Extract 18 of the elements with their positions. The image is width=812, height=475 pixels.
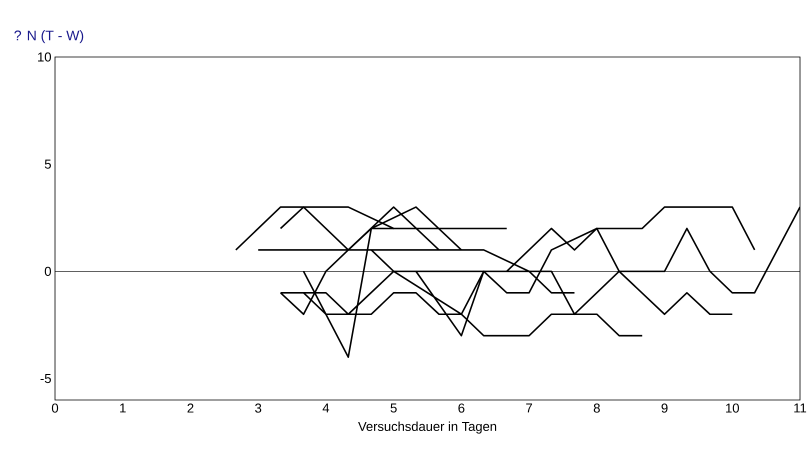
x-tick-label: 2 <box>188 404 194 413</box>
y-tick-label: -5 <box>40 374 51 384</box>
x-tick-label: 11 <box>794 404 806 412</box>
y-tick-label: 10 <box>38 52 51 62</box>
x-tick-label: 0 <box>52 404 58 413</box>
y-tick-label: 0 <box>44 266 51 276</box>
x-tick-label: 3 <box>255 404 262 413</box>
y-tick-label: 5 <box>44 160 51 169</box>
x-tick-label: 9 <box>662 404 668 413</box>
x-tick-label: 4 <box>322 404 330 412</box>
x-tick-label: 7 <box>526 404 532 412</box>
x-tick-label: 10 <box>726 404 739 413</box>
x-tick-label: 5 <box>390 404 397 413</box>
x-tick-label: 8 <box>594 404 600 413</box>
x-axis-title: Versuchsdauer in Tagen <box>358 422 496 434</box>
y-axis-title: ? N (T - W) <box>14 30 84 44</box>
x-tick-label: 1 <box>120 404 126 412</box>
x-tick-label: 6 <box>458 404 464 413</box>
